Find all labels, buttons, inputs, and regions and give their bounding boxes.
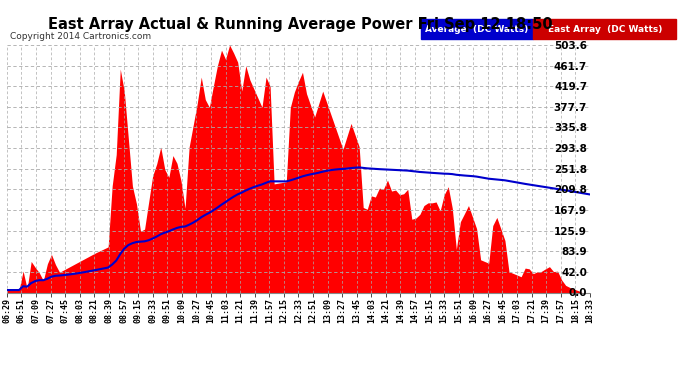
Text: East Array Actual & Running Average Power Fri Sep 12 18:50: East Array Actual & Running Average Powe… xyxy=(48,17,553,32)
Text: Copyright 2014 Cartronics.com: Copyright 2014 Cartronics.com xyxy=(10,32,152,41)
Text: East Array  (DC Watts): East Array (DC Watts) xyxy=(548,25,662,34)
Bar xyxy=(421,19,533,39)
Bar xyxy=(533,19,676,39)
Text: Average  (DC Watts): Average (DC Watts) xyxy=(426,25,529,34)
